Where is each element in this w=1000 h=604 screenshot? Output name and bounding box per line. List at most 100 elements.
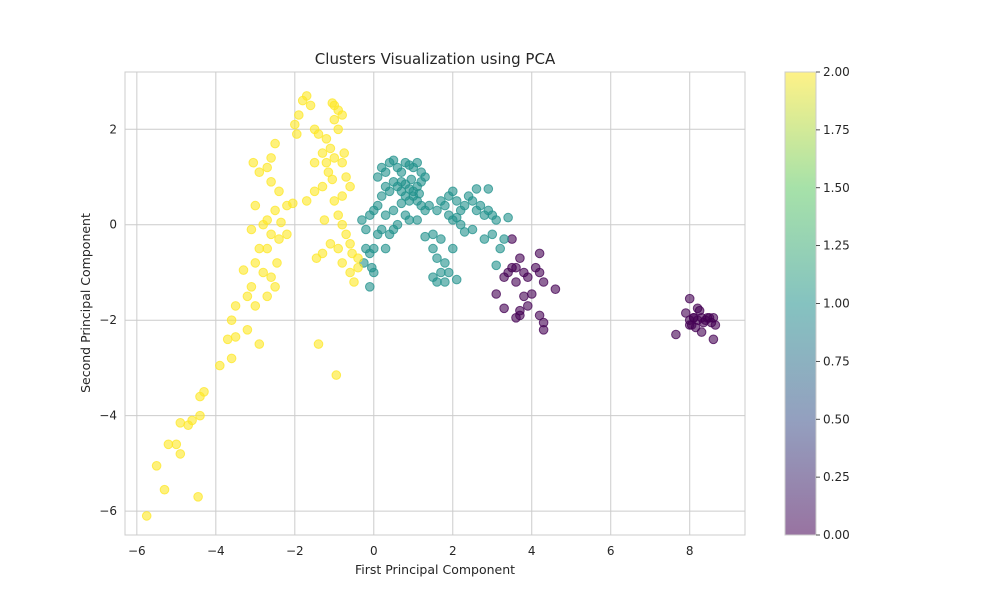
data-point-cluster-0 bbox=[507, 234, 517, 244]
data-point-cluster-2 bbox=[317, 148, 328, 158]
y-tick-label: −4 bbox=[99, 409, 117, 423]
data-point-cluster-2 bbox=[258, 267, 269, 278]
data-point-cluster-1 bbox=[487, 229, 498, 240]
x-tick-label: −6 bbox=[128, 544, 146, 558]
data-point-cluster-2 bbox=[258, 219, 269, 230]
data-point-cluster-2 bbox=[337, 191, 348, 201]
data-point-cluster-0 bbox=[684, 293, 695, 304]
data-point-cluster-2 bbox=[341, 229, 351, 240]
data-point-cluster-2 bbox=[327, 174, 338, 185]
data-point-cluster-2 bbox=[321, 157, 332, 168]
data-point-cluster-2 bbox=[337, 258, 348, 268]
data-point-cluster-1 bbox=[499, 234, 509, 244]
data-point-cluster-1 bbox=[467, 224, 478, 235]
data-point-cluster-1 bbox=[503, 212, 513, 223]
data-point-cluster-2 bbox=[337, 110, 348, 120]
data-point-cluster-2 bbox=[175, 449, 186, 459]
data-point-cluster-2 bbox=[215, 360, 225, 371]
data-point-cluster-0 bbox=[534, 310, 545, 321]
data-point-cluster-2 bbox=[272, 258, 282, 268]
x-tick-label: −4 bbox=[207, 544, 225, 558]
data-point-cluster-1 bbox=[388, 155, 399, 166]
colorbar-tick-label: 0.50 bbox=[823, 412, 850, 426]
data-point-cluster-2 bbox=[262, 291, 273, 302]
data-point-cluster-1 bbox=[440, 200, 450, 211]
x-tick-label: 4 bbox=[528, 544, 536, 558]
data-point-cluster-1 bbox=[451, 274, 462, 285]
colorbar-tick-label: 1.00 bbox=[823, 297, 850, 311]
data-point-cluster-0 bbox=[698, 317, 709, 328]
data-point-cluster-2 bbox=[337, 219, 348, 230]
data-point-cluster-2 bbox=[313, 129, 324, 139]
data-point-cluster-1 bbox=[451, 212, 462, 223]
data-point-cluster-2 bbox=[230, 301, 241, 311]
data-point-cluster-1 bbox=[440, 258, 450, 268]
data-point-cluster-0 bbox=[534, 248, 545, 259]
data-point-cluster-1 bbox=[451, 196, 462, 206]
data-point-cluster-2 bbox=[309, 157, 320, 168]
data-point-cluster-2 bbox=[305, 100, 316, 111]
data-point-cluster-1 bbox=[495, 243, 506, 254]
data-point-cluster-2 bbox=[347, 248, 357, 259]
x-tick-label: 2 bbox=[449, 544, 457, 558]
data-point-cluster-0 bbox=[511, 262, 521, 273]
data-point-cluster-1 bbox=[455, 219, 466, 230]
data-point-cluster-2 bbox=[193, 492, 203, 502]
colorbar-tick-label: 1.25 bbox=[823, 239, 850, 253]
data-point-cluster-2 bbox=[250, 200, 261, 211]
data-point-cluster-1 bbox=[483, 184, 494, 194]
data-point-cluster-1 bbox=[479, 234, 490, 244]
data-point-cluster-2 bbox=[294, 110, 304, 120]
data-point-cluster-2 bbox=[266, 272, 276, 283]
data-point-cluster-1 bbox=[432, 277, 442, 287]
data-point-cluster-2 bbox=[270, 205, 280, 216]
data-point-cluster-2 bbox=[254, 167, 265, 177]
data-point-cluster-1 bbox=[412, 157, 423, 168]
data-point-cluster-1 bbox=[372, 172, 383, 182]
data-point-cluster-2 bbox=[274, 234, 284, 244]
data-point-cluster-2 bbox=[248, 157, 259, 168]
data-point-cluster-0 bbox=[499, 272, 509, 283]
data-point-cluster-2 bbox=[226, 315, 237, 326]
data-point-cluster-2 bbox=[297, 95, 308, 106]
data-point-cluster-1 bbox=[380, 243, 391, 254]
data-point-cluster-2 bbox=[353, 262, 363, 273]
data-point-cluster-2 bbox=[266, 153, 276, 163]
data-point-cluster-1 bbox=[406, 174, 417, 185]
data-point-cluster-1 bbox=[448, 186, 458, 197]
data-point-cluster-2 bbox=[321, 134, 332, 144]
data-point-cluster-2 bbox=[222, 334, 233, 345]
data-point-cluster-2 bbox=[183, 420, 193, 431]
data-point-cluster-2 bbox=[242, 325, 253, 335]
data-point-cluster-1 bbox=[491, 215, 502, 225]
data-point-cluster-1 bbox=[412, 215, 423, 225]
data-point-cluster-2 bbox=[333, 243, 344, 254]
colorbar-tick-label: 2.00 bbox=[823, 65, 850, 79]
y-axis-title: Second Principal Component bbox=[78, 213, 93, 393]
data-point-cluster-0 bbox=[491, 289, 502, 299]
data-point-cluster-2 bbox=[159, 484, 170, 495]
grid-layer bbox=[125, 72, 745, 535]
data-point-cluster-0 bbox=[511, 277, 521, 287]
points-layer bbox=[141, 91, 721, 521]
data-point-cluster-1 bbox=[459, 200, 470, 211]
data-point-cluster-2 bbox=[327, 98, 338, 108]
data-point-cluster-1 bbox=[420, 231, 430, 242]
data-point-cluster-2 bbox=[250, 301, 261, 311]
x-axis-title: First Principal Component bbox=[355, 562, 515, 577]
data-point-cluster-2 bbox=[292, 129, 302, 139]
data-point-cluster-1 bbox=[414, 188, 425, 199]
data-point-cluster-1 bbox=[369, 267, 379, 278]
data-point-cluster-0 bbox=[681, 308, 691, 318]
data-point-cluster-2 bbox=[313, 339, 324, 349]
data-point-cluster-1 bbox=[396, 167, 407, 177]
data-point-cluster-2 bbox=[337, 157, 348, 168]
data-point-cluster-2 bbox=[242, 291, 253, 302]
data-point-cluster-2 bbox=[319, 215, 330, 225]
data-point-cluster-1 bbox=[380, 167, 391, 177]
data-point-cluster-1 bbox=[444, 267, 454, 278]
data-point-cluster-2 bbox=[339, 148, 350, 158]
data-point-cluster-1 bbox=[471, 184, 482, 194]
colorbar-tick-label: 1.50 bbox=[823, 181, 850, 195]
